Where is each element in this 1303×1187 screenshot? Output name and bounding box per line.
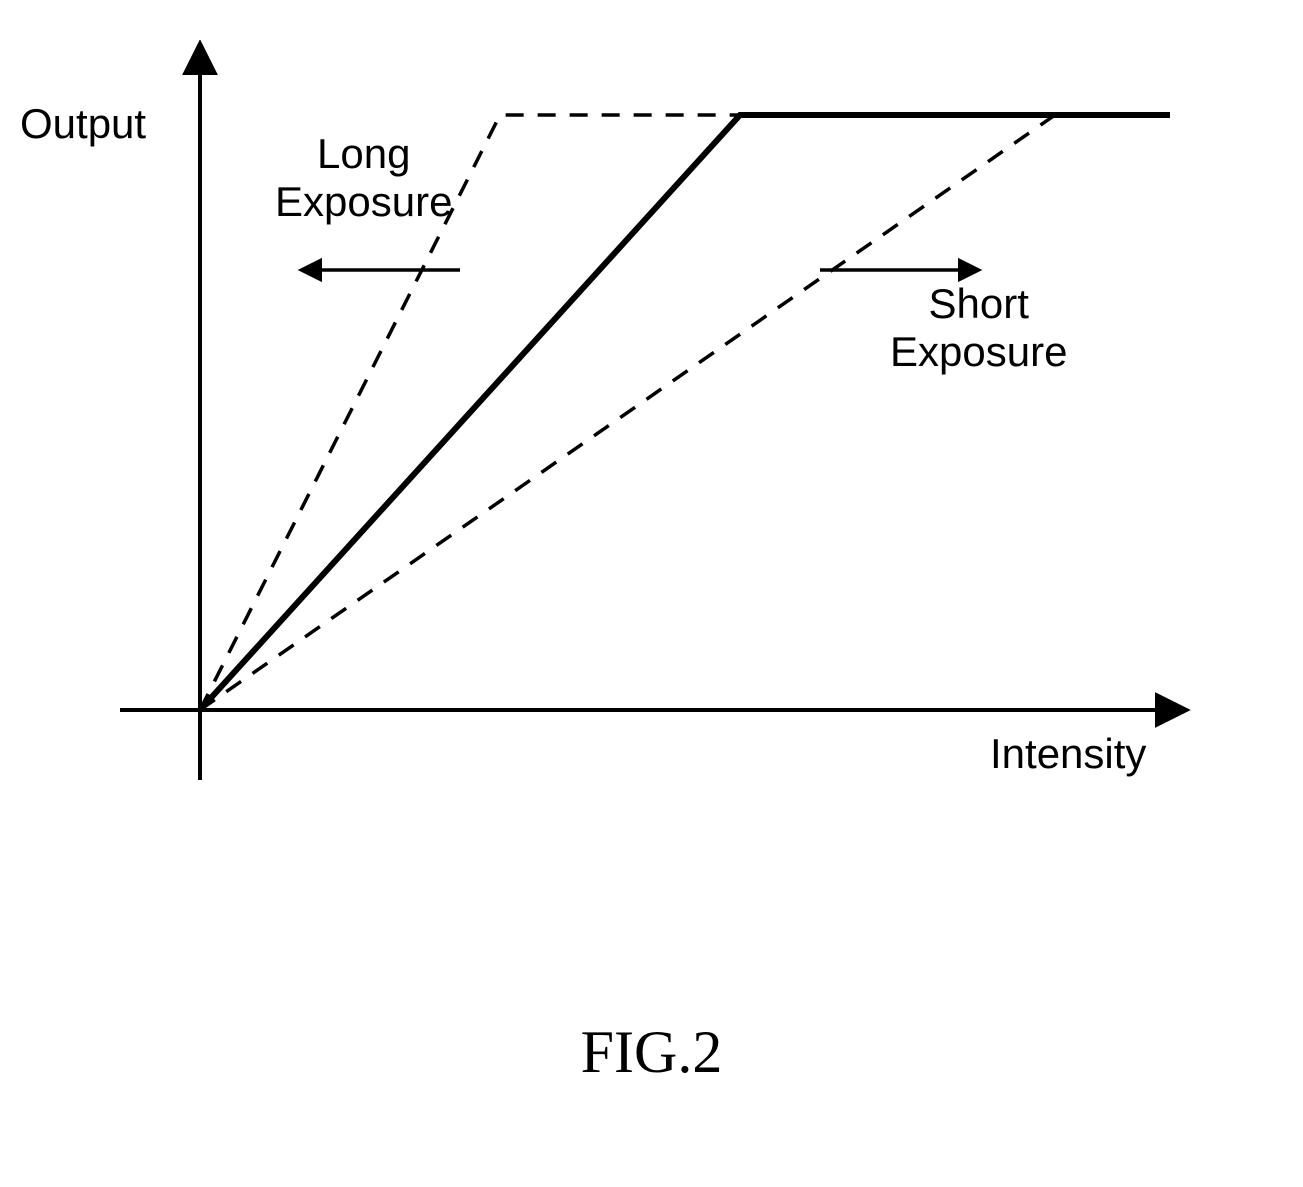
long-exposure-label-line2: Exposure [275,178,452,225]
short-exposure-label-line2: Exposure [890,328,1067,375]
long-exposure-label: Long Exposure [275,130,452,227]
short-exposure-label: Short Exposure [890,280,1067,377]
long-exposure-label-line1: Long [317,130,410,177]
figure-caption-text: FIG.2 [581,1019,723,1085]
y-axis-label: Output [20,100,146,148]
figure-caption: FIG.2 [0,1018,1303,1087]
short-exposure-label-line1: Short [929,280,1029,327]
exposure-chart: Output Intensity Long Exposure Short Exp… [120,40,1200,860]
x-axis-label: Intensity [990,730,1146,778]
x-axis-label-text: Intensity [990,730,1146,777]
y-axis-label-text: Output [20,100,146,147]
